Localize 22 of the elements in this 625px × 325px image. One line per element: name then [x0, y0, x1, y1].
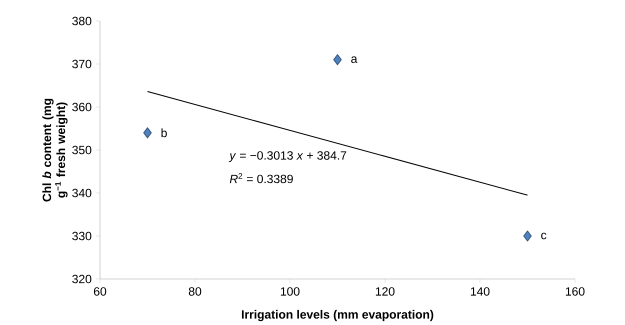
x-axis-title: Irrigation levels (mm evaporation): [242, 310, 434, 322]
annotation: b: [161, 128, 167, 138]
point: [333, 54, 342, 66]
y-tick-label: 330: [72, 232, 92, 240]
y-tick-label: 350: [72, 146, 92, 154]
annotation: R$^{2}$ = 0.3389: [230, 173, 293, 184]
x-tick-label: 60: [94, 287, 106, 296]
x-tick-label: 100: [280, 287, 300, 296]
point: [523, 230, 532, 242]
x-tick-label: 120: [376, 287, 395, 296]
point: [143, 127, 152, 138]
annotation: c: [541, 232, 546, 240]
annotation: y = −0.3013 x + 384.7: [228, 151, 346, 162]
y-tick-label: 320: [72, 274, 92, 284]
y-tick-label: 360: [72, 102, 92, 112]
annotation: a: [351, 56, 358, 63]
x-tick-label: 80: [188, 287, 202, 296]
y-tick-label: 370: [72, 60, 92, 68]
y-tick-label: 380: [72, 16, 92, 26]
x-tick-label: 140: [470, 287, 490, 296]
y-tick-label: 340: [72, 188, 92, 198]
x-tick-label: 160: [566, 287, 585, 296]
